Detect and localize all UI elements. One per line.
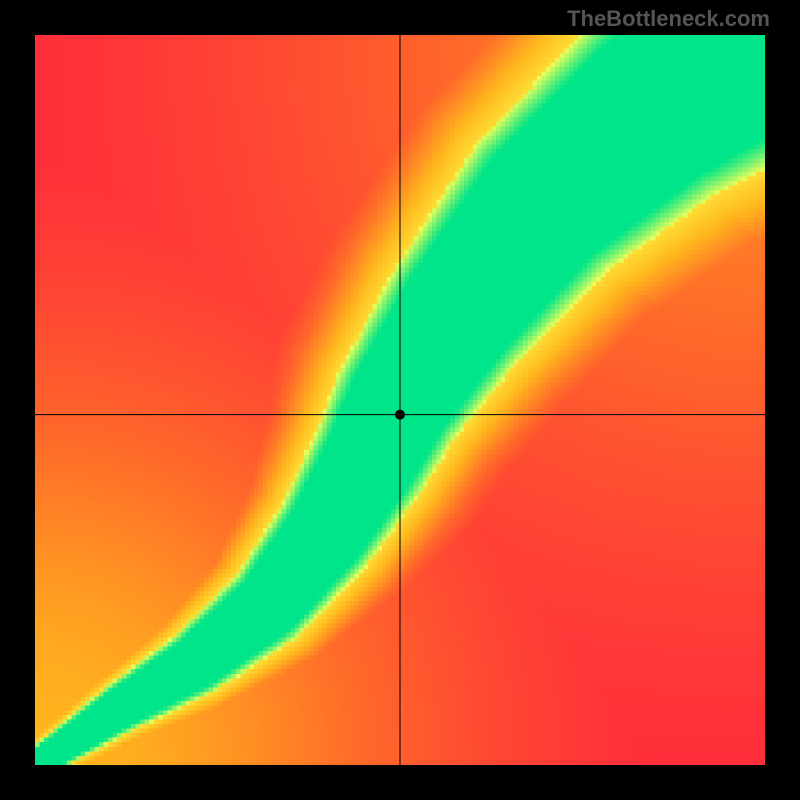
- bottleneck-heatmap: [35, 35, 765, 765]
- attribution-label: TheBottleneck.com: [567, 6, 770, 32]
- chart-container: TheBottleneck.com: [0, 0, 800, 800]
